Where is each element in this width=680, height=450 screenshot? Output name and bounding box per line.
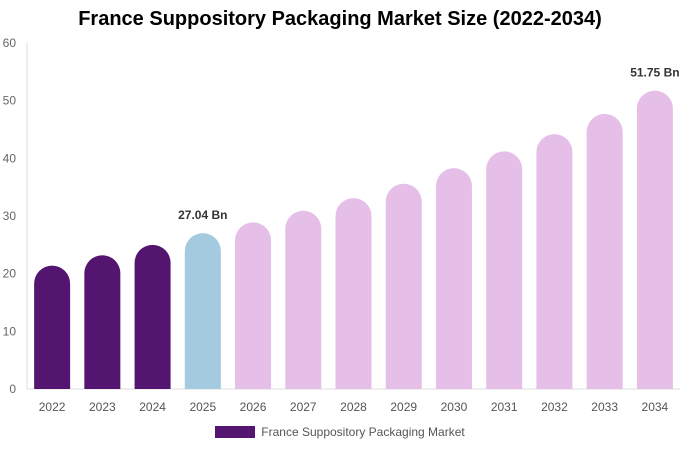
x-tick-label: 2025 (189, 400, 216, 414)
bar-2024 (134, 244, 171, 389)
bar-2028 (335, 198, 372, 389)
y-tick-label: 60 (3, 36, 17, 50)
x-tick-label: 2028 (340, 400, 367, 414)
bar-2033 (586, 113, 623, 389)
y-tick-label: 50 (3, 94, 17, 108)
x-tick-label: 2031 (491, 400, 518, 414)
bar-2025 (184, 233, 221, 389)
x-tick-label: 2023 (89, 400, 116, 414)
y-tick-label: 0 (9, 382, 16, 396)
x-tick-label: 2033 (591, 400, 618, 414)
x-tick-label: 2032 (541, 400, 568, 414)
y-tick-label: 30 (3, 209, 17, 223)
bar-2023 (84, 255, 121, 389)
chart-title: France Suppository Packaging Market Size… (78, 8, 602, 30)
y-tick-label: 40 (3, 151, 17, 165)
x-tick-label: 2034 (642, 400, 669, 414)
bar-2034 (636, 90, 673, 389)
x-tick-label: 2029 (390, 400, 417, 414)
y-tick-label: 10 (3, 324, 17, 338)
bar-2031 (486, 151, 523, 389)
bar-2027 (285, 210, 322, 389)
bar-2030 (435, 168, 472, 389)
legend: France Suppository Packaging Market (0, 425, 680, 439)
x-tick-label: 2024 (139, 400, 166, 414)
x-tick-label: 2026 (240, 400, 267, 414)
x-tick-label: 2030 (441, 400, 468, 414)
bar-2022 (34, 265, 71, 389)
bar-2032 (536, 134, 573, 389)
data-label-2034: 51.75 Bn (630, 66, 679, 80)
x-tick-label: 2027 (290, 400, 317, 414)
legend-label: France Suppository Packaging Market (261, 425, 465, 439)
legend-swatch (215, 426, 256, 438)
bar-2029 (385, 183, 422, 389)
x-tick-label: 2022 (39, 400, 66, 414)
y-tick-label: 20 (3, 267, 17, 281)
bar-2026 (235, 222, 272, 389)
data-label-2025: 27.04 Bn (178, 208, 227, 222)
